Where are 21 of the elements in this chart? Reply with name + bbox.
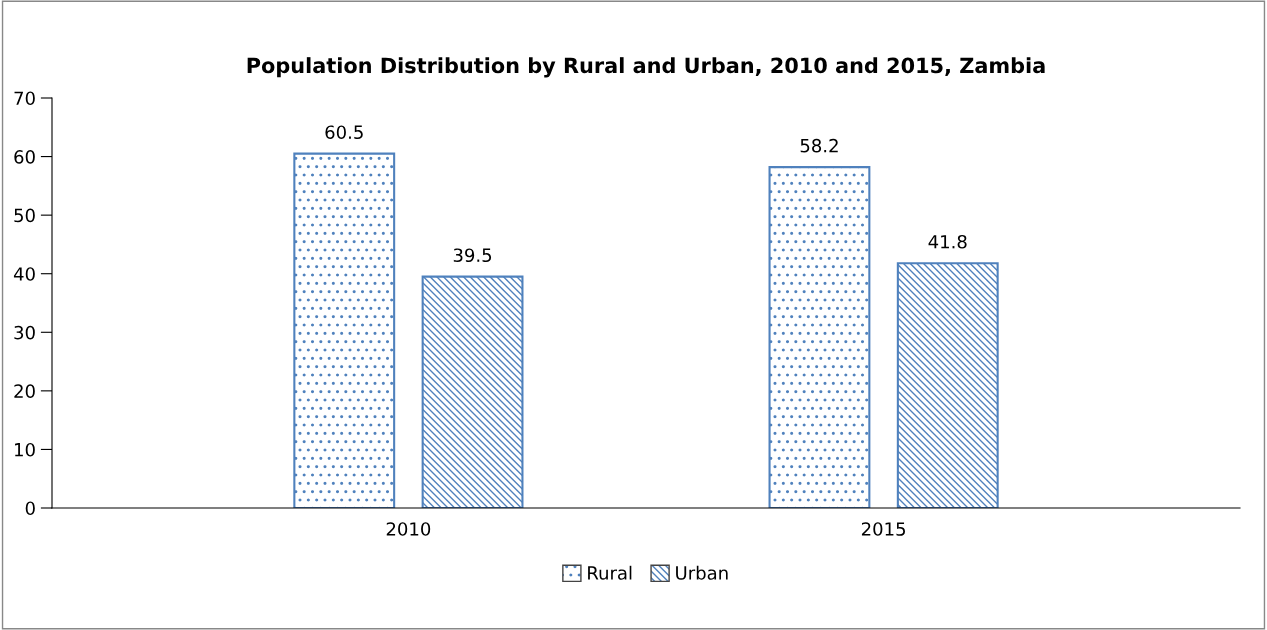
y-tick-label: 60 (14, 150, 35, 164)
y-tick-label: 10 (15, 442, 35, 457)
y-tick-label: 30 (14, 325, 35, 340)
y-tick-label: 40 (13, 267, 35, 281)
chart-title: Population Distribution by Rural and Urban, 2010 and 2015, Zambia (247, 57, 1045, 78)
y-tick-label: 0 (25, 501, 35, 516)
y-tick-label: 50 (14, 208, 35, 223)
x-tick-label: 2010 (386, 522, 431, 536)
bar (293, 152, 396, 508)
data-label: 39.5 (453, 248, 492, 263)
x-tick-label: 2015 (861, 522, 905, 536)
bar (896, 262, 999, 508)
bar (768, 166, 871, 508)
bar (421, 275, 524, 508)
y-tick-label: 20 (14, 384, 35, 398)
data-label: 41.8 (928, 234, 967, 249)
legend-label: Urban (676, 565, 728, 580)
y-tick-label: 70 (14, 91, 35, 106)
legend-label: Rural (588, 565, 632, 580)
data-label: 58.2 (800, 138, 838, 153)
data-label: 60.5 (325, 125, 363, 140)
